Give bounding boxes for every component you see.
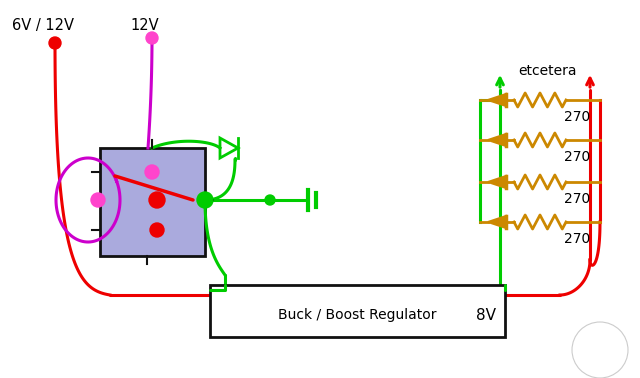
Circle shape	[265, 195, 275, 205]
Circle shape	[146, 32, 158, 44]
Bar	[210, 285, 505, 337]
Text: 270: 270	[564, 110, 590, 124]
Circle shape	[197, 192, 213, 208]
Bar	[100, 148, 205, 256]
Text: Buck / Boost Regulator: Buck / Boost Regulator	[278, 308, 436, 322]
Circle shape	[150, 223, 164, 237]
Text: 12V: 12V	[130, 18, 159, 33]
Text: 6V / 12V: 6V / 12V	[12, 18, 74, 33]
Text: 270: 270	[564, 150, 590, 164]
Circle shape	[149, 192, 165, 208]
Polygon shape	[488, 134, 506, 146]
Circle shape	[145, 165, 159, 179]
Circle shape	[49, 37, 61, 49]
Polygon shape	[488, 94, 506, 106]
Circle shape	[91, 193, 105, 207]
Polygon shape	[488, 216, 506, 228]
Text: 270: 270	[564, 192, 590, 206]
Text: etcetera: etcetera	[518, 64, 577, 78]
Text: 8V: 8V	[476, 308, 496, 323]
Text: 270: 270	[564, 232, 590, 246]
Polygon shape	[488, 176, 506, 188]
